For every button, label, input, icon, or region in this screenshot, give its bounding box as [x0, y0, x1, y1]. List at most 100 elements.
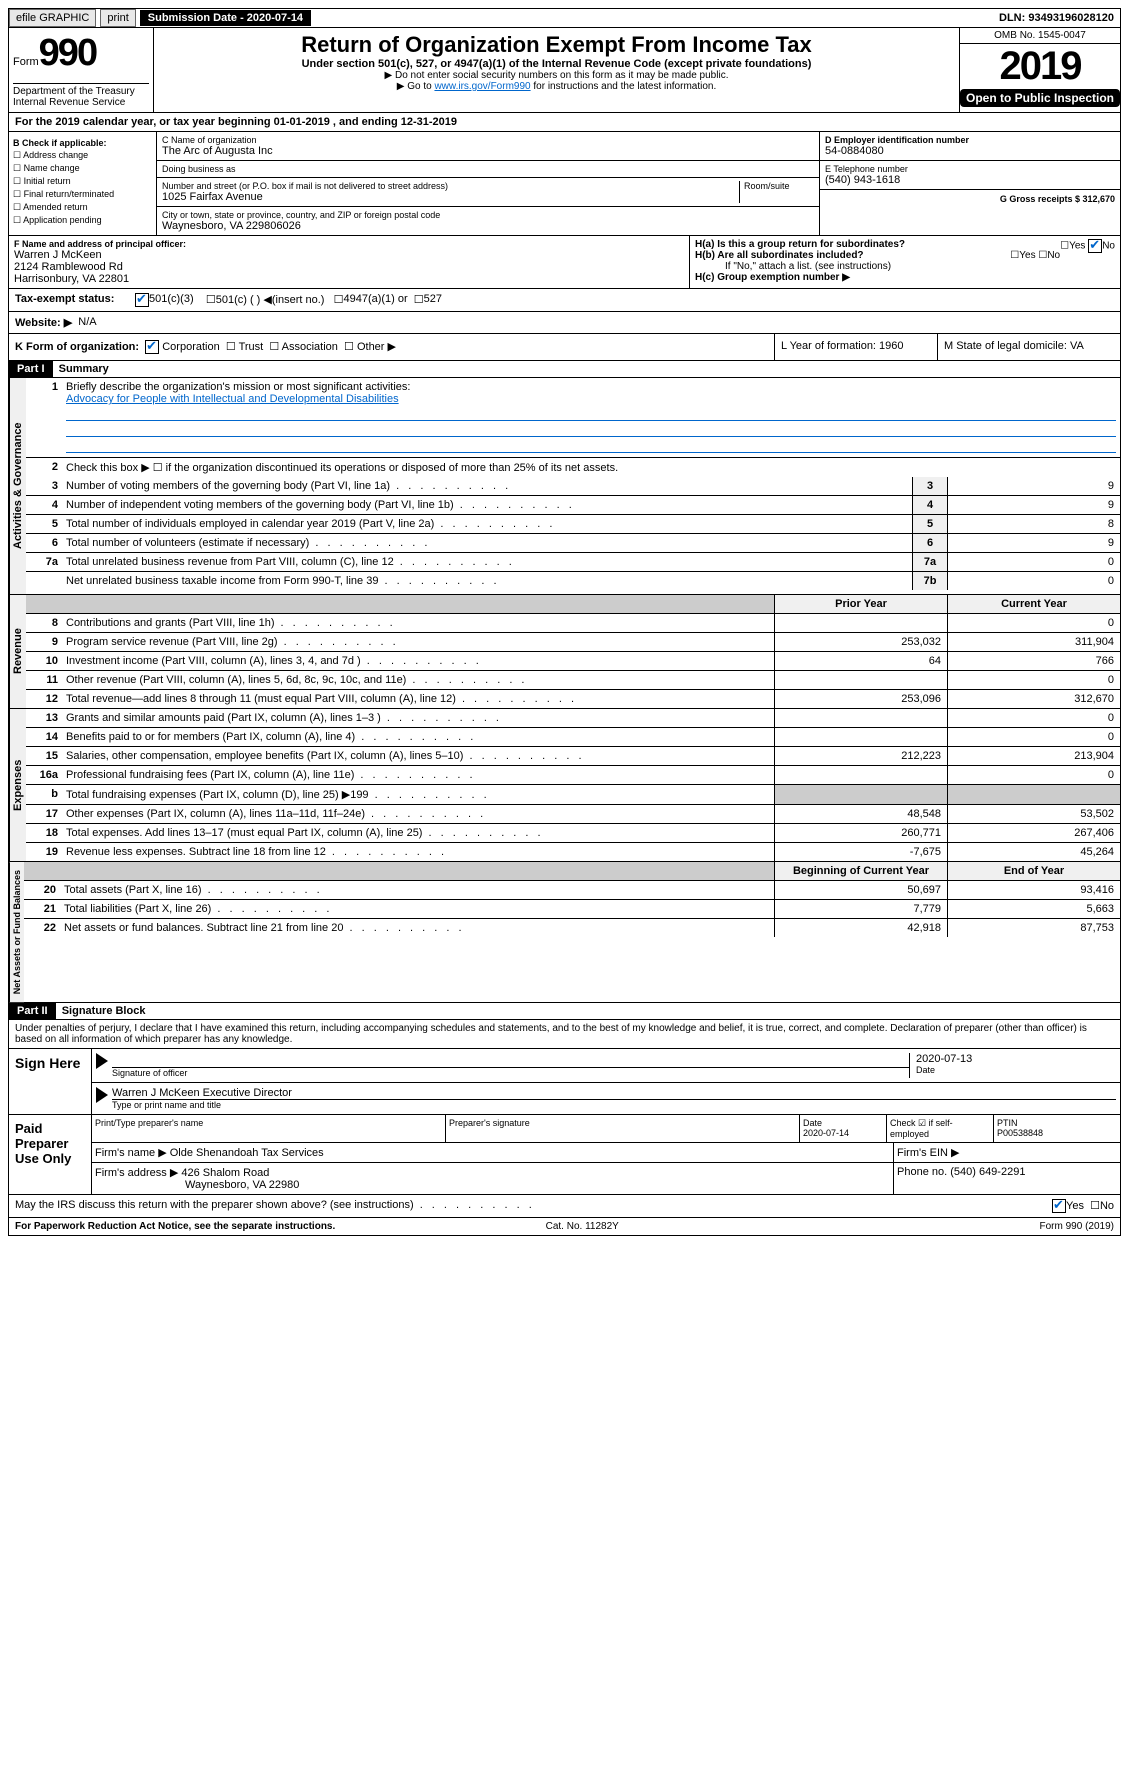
officer-name: Warren J McKeen: [14, 249, 684, 261]
row-j: Website: ▶ N/A: [8, 312, 1121, 334]
activities-governance: Activities & Governance 1Briefly describ…: [8, 378, 1121, 595]
h-b: H(b) Are all subordinates included? ☐Yes…: [695, 250, 1115, 261]
line2: Check this box ▶ ☐ if the organization d…: [62, 458, 1120, 477]
dept-label: Department of the TreasuryInternal Reven…: [13, 83, 149, 108]
chk-initial[interactable]: ☐ Initial return: [13, 176, 152, 187]
subtitle-2: ▶ Do not enter social security numbers o…: [158, 70, 955, 81]
line-a: For the 2019 calendar year, or tax year …: [8, 113, 1121, 132]
street-address: 1025 Fairfax Avenue: [162, 191, 739, 203]
chk-amended[interactable]: ☐ Amended return: [13, 202, 152, 213]
current-year-hdr: Current Year: [947, 595, 1120, 613]
row-f-h: F Name and address of principal officer:…: [8, 236, 1121, 289]
submission-date: Submission Date - 2020-07-14: [140, 10, 311, 26]
expenses-section: Expenses 13Grants and similar amounts pa…: [8, 709, 1121, 862]
chk-501c3[interactable]: [135, 293, 149, 307]
officer-sig-name: Warren J McKeen Executive Director: [112, 1087, 1116, 1100]
part1-header: Part I Summary: [8, 361, 1121, 378]
dba-label: Doing business as: [162, 164, 814, 174]
table-row: 20Total assets (Part X, line 16)50,69793…: [24, 881, 1120, 900]
paid-preparer-label: Paid Preparer Use Only: [9, 1115, 92, 1194]
table-row: 13Grants and similar amounts paid (Part …: [26, 709, 1120, 728]
section-b: B Check if applicable: ☐ Address change …: [9, 132, 157, 235]
chk-final[interactable]: ☐ Final return/terminated: [13, 189, 152, 200]
gross-receipts: G Gross receipts $ 312,670: [1000, 194, 1115, 204]
table-row: 18Total expenses. Add lines 13–17 (must …: [26, 824, 1120, 843]
efile-button[interactable]: efile GRAPHIC: [9, 9, 96, 27]
h-c: H(c) Group exemption number ▶: [695, 272, 1115, 283]
table-row: 6Total number of volunteers (estimate if…: [26, 534, 1120, 553]
discuss-yes[interactable]: [1052, 1199, 1066, 1213]
city-label: City or town, state or province, country…: [162, 210, 814, 220]
omb-number: OMB No. 1545-0047: [960, 28, 1120, 44]
year-formation: L Year of formation: 1960: [775, 334, 938, 360]
ein-label: D Employer identification number: [825, 135, 1115, 145]
part2-header: Part II Signature Block: [8, 1003, 1121, 1020]
revenue-section: Revenue Prior YearCurrent Year 8Contribu…: [8, 595, 1121, 709]
chk-name[interactable]: ☐ Name change: [13, 163, 152, 174]
table-row: 9Program service revenue (Part VIII, lin…: [26, 633, 1120, 652]
table-row: 8Contributions and grants (Part VIII, li…: [26, 614, 1120, 633]
tab-rev: Revenue: [9, 595, 26, 708]
dln: DLN: 93493196028120: [993, 10, 1120, 26]
mission-text: Advocacy for People with Intellectual an…: [66, 393, 399, 405]
end-year-hdr: End of Year: [947, 862, 1120, 880]
arrow-icon: [96, 1053, 108, 1069]
sign-here-label: Sign Here: [9, 1049, 92, 1114]
phone-label: E Telephone number: [825, 164, 1115, 174]
officer-addr1: 2124 Ramblewood Rd: [14, 261, 684, 273]
tab-exp: Expenses: [9, 709, 26, 861]
topbar: efile GRAPHIC print Submission Date - 20…: [8, 8, 1121, 28]
table-row: 12Total revenue—add lines 8 through 11 (…: [26, 690, 1120, 708]
tab-ag: Activities & Governance: [9, 378, 26, 594]
declaration: Under penalties of perjury, I declare th…: [8, 1020, 1121, 1049]
table-row: 4Number of independent voting members of…: [26, 496, 1120, 515]
netassets-section: Net Assets or Fund Balances Beginning of…: [8, 862, 1121, 1003]
chk-corp[interactable]: [145, 340, 159, 354]
begin-year-hdr: Beginning of Current Year: [774, 862, 947, 880]
table-row: 11Other revenue (Part VIII, column (A), …: [26, 671, 1120, 690]
room-label: Room/suite: [739, 181, 814, 203]
signature-block: Sign Here Signature of officer2020-07-13…: [8, 1049, 1121, 1195]
hno-check: [1088, 239, 1102, 253]
table-row: 16aProfessional fundraising fees (Part I…: [26, 766, 1120, 785]
table-row: 19Revenue less expenses. Subtract line 1…: [26, 843, 1120, 861]
form-number: Form990: [13, 32, 149, 75]
table-row: Net unrelated business taxable income fr…: [26, 572, 1120, 590]
city-state-zip: Waynesboro, VA 229806026: [162, 220, 814, 232]
org-name: The Arc of Augusta Inc: [162, 145, 814, 157]
phone: (540) 943-1618: [825, 174, 1115, 186]
form-title: Return of Organization Exempt From Incom…: [158, 32, 955, 58]
officer-addr2: Harrisonbury, VA 22801: [14, 273, 684, 285]
prior-year-hdr: Prior Year: [774, 595, 947, 613]
h-b-note: If "No," attach a list. (see instruction…: [695, 261, 1115, 272]
officer-label: F Name and address of principal officer:: [14, 239, 684, 249]
subtitle-1: Under section 501(c), 527, or 4947(a)(1)…: [158, 58, 955, 70]
footer: For Paperwork Reduction Act Notice, see …: [8, 1218, 1121, 1236]
discuss-row: May the IRS discuss this return with the…: [8, 1195, 1121, 1218]
subtitle-3: ▶ Go to www.irs.gov/Form990 for instruct…: [158, 81, 955, 92]
table-row: 17Other expenses (Part IX, column (A), l…: [26, 805, 1120, 824]
row-i: Tax-exempt status: 501(c)(3) ☐ 501(c) ( …: [8, 289, 1121, 312]
table-row: 15Salaries, other compensation, employee…: [26, 747, 1120, 766]
irs-link[interactable]: www.irs.gov/Form990: [434, 81, 530, 92]
print-button[interactable]: print: [100, 9, 135, 27]
table-row: bTotal fundraising expenses (Part IX, co…: [26, 785, 1120, 805]
chk-address[interactable]: ☐ Address change: [13, 150, 152, 161]
chk-pending[interactable]: ☐ Application pending: [13, 215, 152, 226]
addr-label: Number and street (or P.O. box if mail i…: [162, 181, 739, 191]
arrow-icon: [96, 1087, 108, 1103]
table-row: 22Net assets or fund balances. Subtract …: [24, 919, 1120, 937]
state-domicile: M State of legal domicile: VA: [938, 334, 1120, 360]
h-a: H(a) Is this a group return for subordin…: [695, 239, 1115, 250]
tax-year: 2019: [960, 44, 1120, 89]
table-row: 10Investment income (Part VIII, column (…: [26, 652, 1120, 671]
ein: 54-0884080: [825, 145, 1115, 157]
table-row: 14Benefits paid to or for members (Part …: [26, 728, 1120, 747]
table-row: 5Total number of individuals employed in…: [26, 515, 1120, 534]
row-k: K Form of organization: Corporation ☐ Tr…: [8, 334, 1121, 361]
open-inspection: Open to Public Inspection: [960, 89, 1120, 107]
entity-grid: B Check if applicable: ☐ Address change …: [8, 132, 1121, 236]
table-row: 3Number of voting members of the governi…: [26, 477, 1120, 496]
tab-na: Net Assets or Fund Balances: [9, 862, 24, 1002]
table-row: 21Total liabilities (Part X, line 26)7,7…: [24, 900, 1120, 919]
